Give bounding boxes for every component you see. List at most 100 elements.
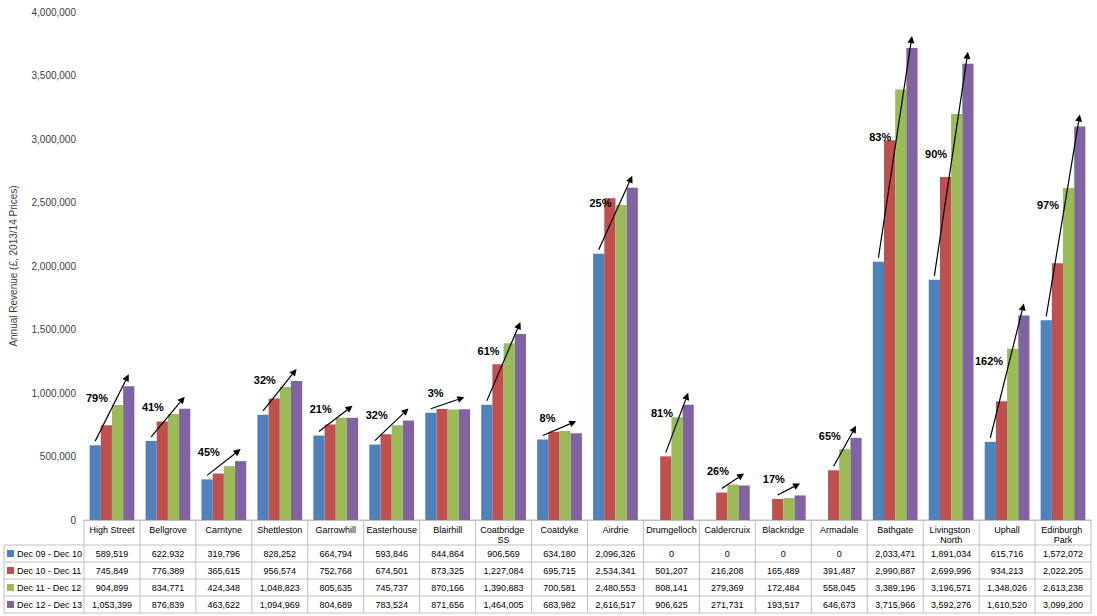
svg-text:873,325: 873,325 — [431, 566, 464, 576]
svg-text:463,622: 463,622 — [208, 600, 241, 610]
svg-text:828,252: 828,252 — [264, 549, 297, 559]
svg-text:664,794: 664,794 — [319, 549, 352, 559]
svg-text:3,500,000: 3,500,000 — [32, 70, 77, 81]
svg-text:Blairhill: Blairhill — [433, 525, 462, 535]
svg-text:21%: 21% — [310, 403, 332, 415]
svg-text:593,846: 593,846 — [375, 549, 408, 559]
svg-text:834,771: 834,771 — [152, 583, 185, 593]
svg-text:870,166: 870,166 — [431, 583, 464, 593]
svg-text:634,180: 634,180 — [543, 549, 576, 559]
svg-text:424,348: 424,348 — [208, 583, 241, 593]
svg-text:65%: 65% — [819, 430, 841, 442]
svg-text:90%: 90% — [925, 148, 947, 160]
svg-text:1,000,000: 1,000,000 — [32, 388, 77, 399]
svg-text:1,500,000: 1,500,000 — [32, 324, 77, 335]
svg-text:Blackridge: Blackridge — [762, 525, 804, 535]
svg-text:26%: 26% — [707, 465, 729, 477]
svg-text:3,389,196: 3,389,196 — [875, 583, 915, 593]
svg-text:Uphall: Uphall — [994, 525, 1020, 535]
svg-text:674,501: 674,501 — [375, 566, 408, 576]
svg-text:2,000,000: 2,000,000 — [32, 261, 77, 272]
svg-text:61%: 61% — [478, 345, 500, 357]
svg-text:683,982: 683,982 — [543, 600, 576, 610]
svg-text:3,000,000: 3,000,000 — [32, 134, 77, 145]
svg-text:172,484: 172,484 — [767, 583, 800, 593]
svg-text:906,625: 906,625 — [655, 600, 688, 610]
svg-text:Coatdyke: Coatdyke — [541, 525, 579, 535]
svg-text:2,480,553: 2,480,553 — [595, 583, 635, 593]
svg-text:804,689: 804,689 — [319, 600, 352, 610]
svg-text:2,022,205: 2,022,205 — [1043, 566, 1083, 576]
svg-text:Livingston: Livingston — [930, 525, 973, 535]
svg-text:Easterhouse: Easterhouse — [366, 525, 417, 535]
svg-text:1,572,072: 1,572,072 — [1043, 549, 1083, 559]
svg-text:805,635: 805,635 — [319, 583, 352, 593]
svg-text:Annual Revenue (£, 2013/14 Pri: Annual Revenue (£, 2013/14 Prices) — [8, 185, 19, 346]
svg-text:1,464,005: 1,464,005 — [484, 600, 524, 610]
svg-text:3,099,200: 3,099,200 — [1043, 600, 1083, 610]
svg-text:700,581: 700,581 — [543, 583, 576, 593]
svg-text:83%: 83% — [869, 131, 891, 143]
svg-text:79%: 79% — [86, 392, 108, 404]
svg-text:271,731: 271,731 — [711, 600, 744, 610]
svg-text:32%: 32% — [254, 374, 276, 386]
svg-text:Bellgrove: Bellgrove — [149, 525, 187, 535]
svg-text:Dec 12 - Dec 13: Dec 12 - Dec 13 — [17, 600, 82, 610]
svg-text:2,613,238: 2,613,238 — [1043, 583, 1083, 593]
svg-text:0: 0 — [669, 549, 674, 559]
svg-text:3,592,276: 3,592,276 — [931, 600, 971, 610]
svg-text:45%: 45% — [198, 446, 220, 458]
svg-text:3%: 3% — [428, 387, 444, 399]
svg-text:558,045: 558,045 — [823, 583, 856, 593]
svg-text:3,715,966: 3,715,966 — [875, 600, 915, 610]
svg-text:165,489: 165,489 — [767, 566, 800, 576]
svg-text:646,673: 646,673 — [823, 600, 856, 610]
svg-text:2,096,326: 2,096,326 — [595, 549, 635, 559]
svg-text:97%: 97% — [1037, 199, 1059, 211]
svg-text:2,699,996: 2,699,996 — [931, 566, 971, 576]
svg-text:216,208: 216,208 — [711, 566, 744, 576]
svg-text:1,094,969: 1,094,969 — [260, 600, 300, 610]
svg-text:391,487: 391,487 — [823, 566, 856, 576]
svg-text:934,213: 934,213 — [991, 566, 1024, 576]
svg-text:Caldercruix: Caldercruix — [705, 525, 751, 535]
svg-text:752,768: 752,768 — [319, 566, 352, 576]
svg-text:1,390,883: 1,390,883 — [484, 583, 524, 593]
svg-text:Garrowhill: Garrowhill — [315, 525, 356, 535]
svg-text:0: 0 — [781, 549, 786, 559]
svg-text:Shettleston: Shettleston — [257, 525, 302, 535]
svg-text:North: North — [940, 535, 962, 545]
svg-text:745,849: 745,849 — [96, 566, 129, 576]
svg-text:589,519: 589,519 — [96, 549, 129, 559]
svg-text:776,389: 776,389 — [152, 566, 185, 576]
svg-text:Armadale: Armadale — [820, 525, 859, 535]
svg-text:1,891,034: 1,891,034 — [931, 549, 971, 559]
svg-text:25%: 25% — [589, 197, 611, 209]
svg-text:Drumgelloch: Drumgelloch — [646, 525, 697, 535]
svg-text:8%: 8% — [540, 412, 556, 424]
svg-text:365,615: 365,615 — [208, 566, 241, 576]
svg-text:695,715: 695,715 — [543, 566, 576, 576]
svg-text:0: 0 — [725, 549, 730, 559]
svg-text:2,033,471: 2,033,471 — [875, 549, 915, 559]
svg-text:501,207: 501,207 — [655, 566, 688, 576]
svg-text:279,369: 279,369 — [711, 583, 744, 593]
svg-text:876,839: 876,839 — [152, 600, 185, 610]
svg-text:904,899: 904,899 — [96, 583, 129, 593]
svg-text:844,864: 844,864 — [431, 549, 464, 559]
svg-text:193,517: 193,517 — [767, 600, 800, 610]
svg-text:Dec 11 - Dec 12: Dec 11 - Dec 12 — [17, 583, 81, 593]
svg-text:4,000,000: 4,000,000 — [32, 7, 77, 18]
svg-text:2,616,517: 2,616,517 — [595, 600, 635, 610]
svg-text:871,656: 871,656 — [431, 600, 464, 610]
svg-text:0: 0 — [70, 515, 76, 526]
svg-text:3,196,571: 3,196,571 — [931, 583, 971, 593]
svg-text:1,348,026: 1,348,026 — [987, 583, 1027, 593]
svg-text:622,932: 622,932 — [152, 549, 185, 559]
svg-text:319,796: 319,796 — [208, 549, 241, 559]
svg-text:808,141: 808,141 — [655, 583, 688, 593]
svg-text:1,048,823: 1,048,823 — [260, 583, 300, 593]
svg-text:SS: SS — [498, 535, 510, 545]
svg-text:745,737: 745,737 — [375, 583, 408, 593]
svg-text:Dec 10 - Dec 11: Dec 10 - Dec 11 — [17, 566, 81, 576]
